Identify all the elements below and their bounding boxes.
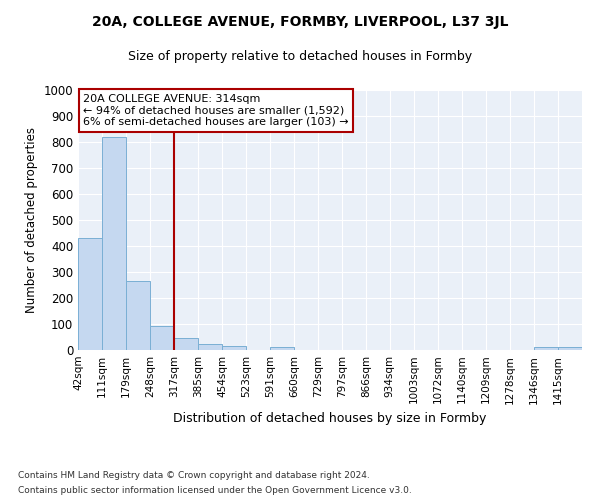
Bar bbox=[558, 348, 582, 350]
Bar bbox=[102, 137, 126, 350]
Bar bbox=[270, 348, 294, 350]
Text: Size of property relative to detached houses in Formby: Size of property relative to detached ho… bbox=[128, 50, 472, 63]
X-axis label: Distribution of detached houses by size in Formby: Distribution of detached houses by size … bbox=[173, 412, 487, 425]
Bar bbox=[126, 281, 150, 350]
Text: Contains public sector information licensed under the Open Government Licence v3: Contains public sector information licen… bbox=[18, 486, 412, 495]
Bar bbox=[78, 238, 102, 350]
Bar bbox=[174, 338, 198, 350]
Bar bbox=[534, 348, 558, 350]
Bar bbox=[150, 326, 174, 350]
Text: 20A COLLEGE AVENUE: 314sqm
← 94% of detached houses are smaller (1,592)
6% of se: 20A COLLEGE AVENUE: 314sqm ← 94% of deta… bbox=[83, 94, 349, 127]
Y-axis label: Number of detached properties: Number of detached properties bbox=[25, 127, 38, 313]
Text: Contains HM Land Registry data © Crown copyright and database right 2024.: Contains HM Land Registry data © Crown c… bbox=[18, 471, 370, 480]
Text: 20A, COLLEGE AVENUE, FORMBY, LIVERPOOL, L37 3JL: 20A, COLLEGE AVENUE, FORMBY, LIVERPOOL, … bbox=[92, 15, 508, 29]
Bar bbox=[198, 344, 222, 350]
Bar bbox=[222, 346, 246, 350]
